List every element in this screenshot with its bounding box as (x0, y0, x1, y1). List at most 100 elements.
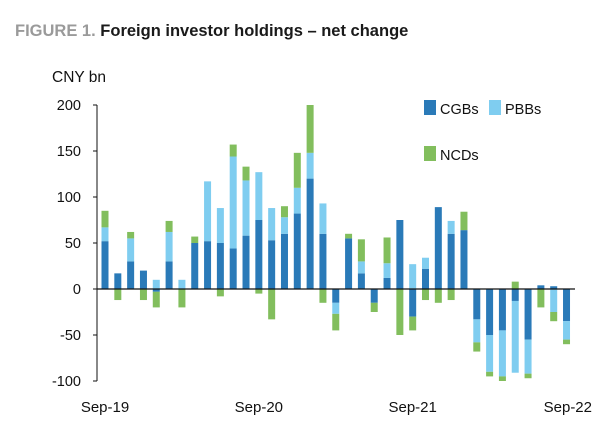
bar-cgbs-aug-20 (242, 235, 250, 289)
bar-pbbs-sep-20 (255, 172, 263, 220)
bar-ncds-jan-21 (306, 105, 314, 153)
bar-ncds-oct-21 (422, 289, 429, 301)
bar-cgbs-nov-21 (434, 207, 442, 289)
x-tick-label: Sep-20 (235, 399, 283, 416)
bar-cgbs-dec-19 (139, 270, 147, 289)
bar-ncds-mar-20 (178, 289, 186, 308)
bar-cgbs-jan-20 (152, 289, 160, 292)
bar-pbbs-sep-22 (563, 321, 571, 340)
bar-cgbs-nov-20 (280, 233, 288, 289)
bar-ncds-sep-21 (409, 316, 417, 331)
bar-pbbs-mar-20 (178, 279, 186, 289)
legend-swatch-pbbs (489, 100, 501, 115)
bar-ncds-feb-21 (319, 289, 327, 303)
y-tick-label: -50 (60, 328, 81, 344)
bar-cgbs-jul-22 (537, 285, 545, 289)
bar-cgbs-may-22 (511, 289, 519, 301)
bar-cgbs-aug-22 (550, 286, 558, 289)
y-tick-label: -100 (52, 374, 81, 390)
bar-ncds-aug-21 (396, 289, 404, 335)
bar-pbbs-dec-21 (447, 220, 455, 234)
legend-swatch-ncds (424, 146, 436, 161)
bar-pbbs-may-20 (204, 181, 212, 242)
bar-ncds-feb-22 (473, 342, 481, 352)
bar-ncds-dec-19 (139, 289, 147, 301)
bar-ncds-jul-20 (229, 144, 237, 157)
bar-pbbs-sep-19 (101, 227, 109, 242)
bar-ncds-aug-20 (242, 166, 250, 181)
bar-ncds-oct-19 (114, 289, 122, 301)
bar-cgbs-dec-20 (293, 213, 301, 289)
bar-ncds-aug-22 (550, 312, 558, 322)
bar-cgbs-jun-22 (524, 289, 532, 340)
bar-ncds-jan-20 (152, 291, 160, 308)
bar-ncds-jul-22 (537, 289, 545, 308)
bar-ncds-apr-21 (345, 233, 353, 239)
bar-pbbs-feb-22 (473, 319, 481, 343)
bar-pbbs-nov-19 (127, 238, 135, 262)
bar-cgbs-jul-21 (383, 277, 391, 289)
legend-label-pbbs: PBBs (505, 102, 541, 118)
bar-ncds-jun-20 (216, 289, 224, 297)
y-tick-label: 100 (57, 190, 81, 206)
bar-cgbs-jul-20 (229, 248, 237, 289)
bar-pbbs-sep-21 (409, 264, 417, 289)
bar-cgbs-feb-21 (319, 233, 327, 289)
bar-pbbs-feb-21 (319, 203, 327, 234)
bar-cgbs-sep-22 (563, 289, 571, 322)
bar-cgbs-dec-21 (447, 233, 455, 289)
bar-pbbs-apr-22 (498, 330, 506, 377)
bar-cgbs-apr-21 (345, 238, 353, 289)
bar-ncds-dec-21 (447, 289, 455, 301)
bar-cgbs-feb-22 (473, 289, 481, 320)
bar-ncds-jun-22 (524, 373, 532, 379)
legend-label-cgbs: CGBs (440, 102, 479, 118)
legend: CGBs PBBs NCDs (424, 100, 541, 164)
bars (101, 105, 571, 381)
bar-ncds-sep-22 (563, 339, 571, 345)
bar-pbbs-may-21 (357, 261, 365, 274)
bar-pbbs-jan-21 (306, 152, 314, 179)
bar-cgbs-sep-20 (255, 220, 263, 289)
bar-pbbs-jul-21 (383, 263, 391, 278)
bar-ncds-apr-20 (191, 236, 199, 243)
y-tick-label: 0 (73, 282, 81, 298)
bar-cgbs-feb-20 (165, 261, 173, 289)
bar-cgbs-nov-19 (127, 261, 135, 289)
bar-ncds-sep-20 (255, 289, 263, 294)
bar-cgbs-jan-21 (306, 178, 314, 289)
bar-pbbs-jan-20 (152, 279, 160, 289)
bar-ncds-nov-19 (127, 231, 135, 239)
bar-pbbs-jun-22 (524, 339, 532, 374)
y-axis: CNY bn -100 -50 0 50 100 150 200 (52, 69, 106, 390)
figure-label: FIGURE 1. (15, 22, 96, 40)
bar-pbbs-jul-20 (229, 156, 237, 249)
bar-ncds-may-21 (357, 239, 365, 262)
x-tick-label: Sep-21 (388, 399, 436, 416)
bar-cgbs-oct-19 (114, 273, 122, 289)
bar-pbbs-oct-21 (422, 257, 429, 269)
bar-pbbs-oct-20 (268, 208, 276, 241)
figure-title: FIGURE 1. Foreign investor holdings – ne… (15, 22, 408, 41)
bar-pbbs-feb-20 (165, 231, 173, 262)
bar-cgbs-oct-21 (422, 268, 429, 289)
bar-ncds-sep-19 (101, 210, 109, 228)
bar-cgbs-mar-21 (332, 289, 340, 303)
bar-cgbs-jun-20 (216, 243, 224, 289)
bar-ncds-nov-21 (434, 289, 442, 303)
bar-ncds-dec-20 (293, 152, 301, 188)
bar-ncds-jan-22 (460, 211, 468, 231)
bar-pbbs-may-22 (511, 300, 519, 373)
legend-label-ncds: NCDs (440, 148, 479, 164)
bar-ncds-mar-21 (332, 313, 340, 331)
bar-ncds-oct-20 (268, 289, 276, 320)
bar-ncds-nov-20 (280, 206, 288, 218)
y-tick-label: 150 (57, 144, 81, 160)
bar-ncds-feb-20 (165, 220, 173, 232)
bar-cgbs-apr-20 (191, 243, 199, 289)
y-tick-label: 200 (57, 98, 81, 114)
bar-cgbs-may-21 (357, 273, 365, 289)
legend-swatch-cgbs (424, 100, 436, 115)
bar-pbbs-jun-20 (216, 208, 224, 243)
